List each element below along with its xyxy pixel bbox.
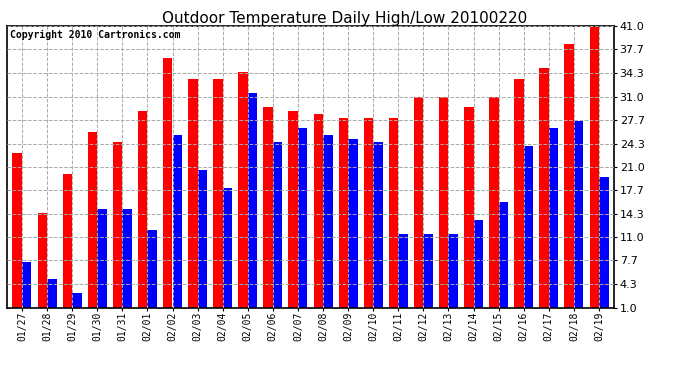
Bar (298, 128, 308, 315)
Bar (599, 177, 609, 315)
Bar (197, 170, 207, 315)
Bar (414, 97, 424, 315)
Bar (172, 135, 182, 315)
Bar (473, 220, 483, 315)
Bar (540, 68, 549, 315)
Bar (188, 79, 197, 315)
Bar (574, 121, 584, 315)
Text: Outdoor Temperature Daily High/Low 20100220: Outdoor Temperature Daily High/Low 20100… (162, 11, 528, 26)
Bar (514, 79, 524, 315)
Bar (122, 209, 132, 315)
Bar (499, 202, 509, 315)
Text: Copyright 2010 Cartronics.com: Copyright 2010 Cartronics.com (10, 30, 180, 40)
Bar (72, 293, 81, 315)
Bar (339, 118, 348, 315)
Bar (348, 139, 357, 315)
Bar (112, 142, 122, 315)
Bar (373, 142, 383, 315)
Bar (97, 209, 107, 315)
Bar (248, 93, 257, 315)
Bar (264, 107, 273, 315)
Bar (138, 111, 148, 315)
Bar (273, 142, 282, 315)
Bar (223, 188, 233, 315)
Bar (12, 153, 22, 315)
Bar (589, 26, 599, 315)
Bar (323, 135, 333, 315)
Bar (448, 234, 458, 315)
Bar (288, 111, 298, 315)
Bar (564, 44, 574, 315)
Bar (388, 118, 398, 315)
Bar (238, 72, 248, 315)
Bar (148, 230, 157, 315)
Bar (424, 234, 433, 315)
Bar (63, 174, 72, 315)
Bar (213, 79, 223, 315)
Bar (37, 213, 47, 315)
Bar (163, 58, 172, 315)
Bar (88, 132, 97, 315)
Bar (464, 107, 473, 315)
Bar (439, 97, 449, 315)
Bar (524, 146, 533, 315)
Bar (47, 279, 57, 315)
Bar (22, 262, 32, 315)
Bar (398, 234, 408, 315)
Bar (489, 97, 499, 315)
Bar (364, 118, 373, 315)
Bar (549, 128, 558, 315)
Bar (313, 114, 323, 315)
